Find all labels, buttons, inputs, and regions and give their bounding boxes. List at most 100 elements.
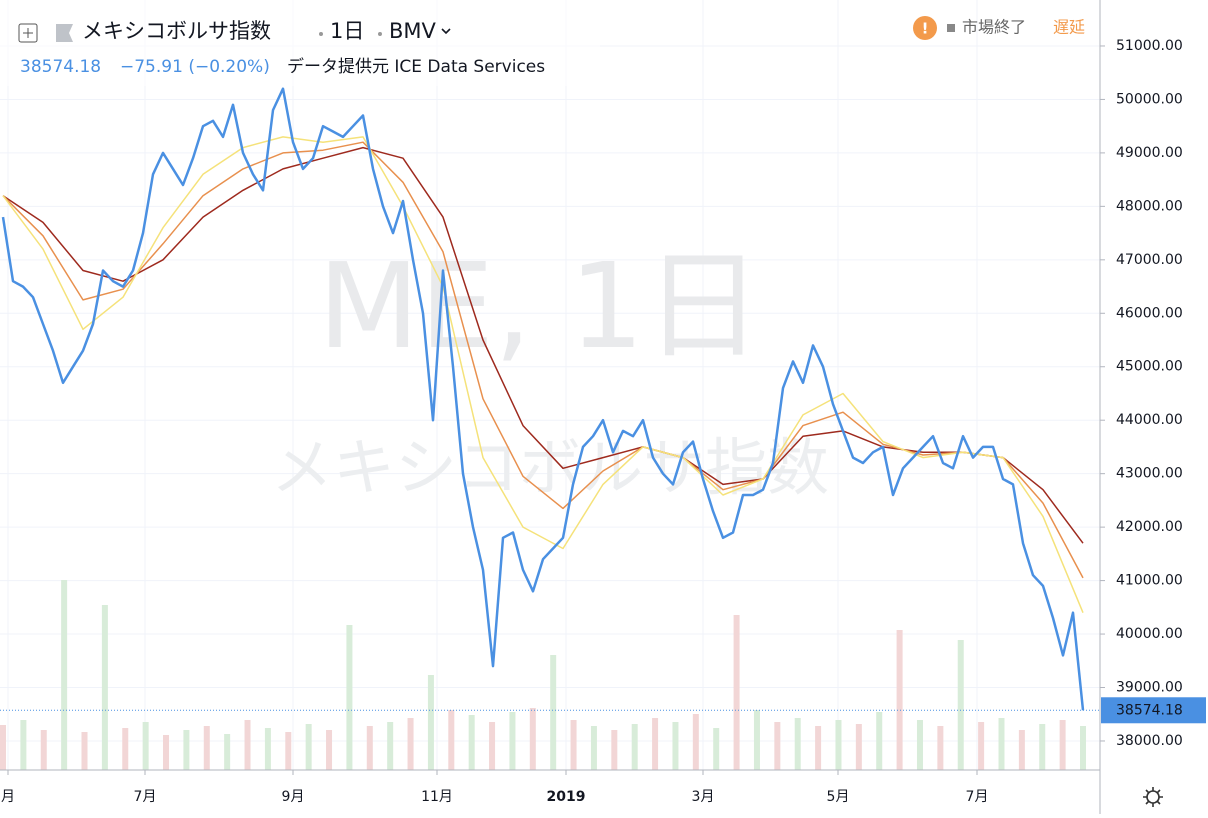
volume-bar bbox=[529, 708, 536, 770]
volume-bar bbox=[0, 725, 6, 770]
volume-bar bbox=[937, 726, 944, 770]
volume-bar bbox=[326, 730, 333, 770]
volume-bar bbox=[631, 724, 638, 770]
y-tick-label: 40000.00 bbox=[1116, 626, 1183, 642]
volume-bar bbox=[753, 710, 760, 770]
volume-bar bbox=[366, 726, 373, 770]
gear-teeth bbox=[1143, 787, 1163, 807]
x-tick-label: 5月 bbox=[827, 789, 850, 805]
volume-bar bbox=[61, 580, 68, 770]
volume-bar bbox=[916, 720, 923, 770]
volume-bar bbox=[1080, 726, 1086, 770]
y-tick-label: 42000.00 bbox=[1116, 519, 1183, 535]
market-status: 市場終了 bbox=[962, 18, 1026, 37]
volume-bar bbox=[1018, 730, 1025, 770]
expand-icon-plus bbox=[23, 28, 33, 38]
x-tick-label: 2019 bbox=[547, 789, 586, 805]
volume-bar bbox=[876, 712, 883, 770]
volume-bar bbox=[244, 720, 251, 770]
volume-bar bbox=[101, 605, 108, 770]
volume-bar bbox=[305, 724, 312, 770]
y-tick-label: 48000.00 bbox=[1116, 198, 1183, 214]
volume-bar bbox=[346, 625, 353, 770]
volume-bar bbox=[957, 640, 964, 770]
status-icon[interactable] bbox=[913, 16, 937, 40]
volume-bar bbox=[81, 732, 88, 770]
y-tick-label: 50000.00 bbox=[1116, 91, 1183, 107]
volume-bar bbox=[224, 734, 231, 770]
volume-bar bbox=[998, 718, 1005, 770]
volume-bar bbox=[1059, 720, 1066, 770]
volume-bar bbox=[20, 720, 27, 770]
volume-bar bbox=[142, 722, 149, 770]
volume-bar bbox=[550, 655, 557, 770]
volume-bar bbox=[611, 730, 618, 770]
grid bbox=[0, 0, 1100, 770]
volume-bar bbox=[774, 722, 781, 770]
x-tick-label: 7月 bbox=[966, 789, 989, 805]
volume-bar bbox=[407, 718, 414, 770]
interval[interactable]: 1日 bbox=[330, 19, 364, 43]
last-price: 38574.18 bbox=[20, 57, 101, 77]
volume-bar bbox=[387, 722, 394, 770]
sep bbox=[378, 32, 382, 36]
volume-bar bbox=[570, 720, 577, 770]
watermark-name: メキシコボルサ指数 bbox=[271, 431, 829, 504]
y-tick-label: 45000.00 bbox=[1116, 359, 1183, 375]
symbol-title: メキシコボルサ指数 bbox=[82, 19, 271, 43]
chevron[interactable] bbox=[441, 28, 451, 35]
x-tick-label: 9月 bbox=[282, 789, 305, 805]
volume-bar bbox=[203, 726, 210, 770]
volume-bar bbox=[794, 718, 801, 770]
volume-bar bbox=[815, 726, 822, 770]
volume-bar bbox=[122, 728, 129, 770]
expand-icon[interactable] bbox=[18, 23, 38, 43]
axes: 38000.00 39000.00 40000.00 41000.00 42000.00… bbox=[0, 38, 1206, 805]
x-tick-label: 11月 bbox=[421, 789, 453, 805]
delay: 遅延 bbox=[1053, 18, 1085, 37]
y-tick-label: 41000.00 bbox=[1116, 573, 1183, 589]
y-tick-label: 44000.00 bbox=[1116, 412, 1183, 428]
x-tick-label: 月 bbox=[1, 789, 15, 805]
volume bbox=[0, 580, 1086, 770]
volume-bar bbox=[285, 732, 292, 770]
x-tick-label: 3月 bbox=[692, 789, 715, 805]
volume-bar bbox=[1039, 724, 1046, 770]
y-tick-label: 43000.00 bbox=[1116, 466, 1183, 482]
volume-bar bbox=[183, 730, 190, 770]
volume-bar bbox=[427, 675, 434, 770]
exchange[interactable]: BMV bbox=[389, 19, 437, 43]
settings-icon[interactable] bbox=[1143, 787, 1163, 807]
x-tick-label: 7月 bbox=[134, 789, 157, 805]
volume-bar bbox=[713, 728, 720, 770]
volume-bar bbox=[652, 718, 659, 770]
ma-line bbox=[2, 136, 1084, 613]
volume-bar bbox=[590, 726, 597, 770]
volume-bar bbox=[835, 720, 842, 770]
y-tick-label: 49000.00 bbox=[1116, 145, 1183, 161]
y-tick-label: 38000.00 bbox=[1116, 733, 1183, 749]
y-tick-label: 39000.00 bbox=[1116, 680, 1183, 696]
source: データ提供元 ICE Data Services bbox=[287, 56, 545, 77]
volume-bar bbox=[40, 730, 47, 770]
volume-bar bbox=[672, 722, 679, 770]
last-price-label: 38574.18 bbox=[1116, 702, 1183, 718]
watermark: ME, 1日 bbox=[318, 237, 762, 375]
volume-bar bbox=[264, 728, 271, 770]
volume-bar bbox=[733, 615, 740, 770]
y-tick-label: 51000.00 bbox=[1116, 38, 1183, 54]
volume-bar bbox=[855, 724, 862, 770]
status-square bbox=[947, 24, 955, 32]
volume-bar bbox=[468, 715, 475, 770]
volume-bar bbox=[896, 630, 903, 770]
change: −75.91 (−0.20%) bbox=[120, 57, 270, 77]
volume-bar bbox=[489, 722, 496, 770]
y-tick-label: 47000.00 bbox=[1116, 252, 1183, 268]
header-bg bbox=[0, 0, 600, 86]
price-line bbox=[1, 87, 1085, 711]
volume-bar bbox=[163, 735, 170, 770]
volume-bar bbox=[692, 714, 699, 770]
sep bbox=[319, 32, 323, 36]
